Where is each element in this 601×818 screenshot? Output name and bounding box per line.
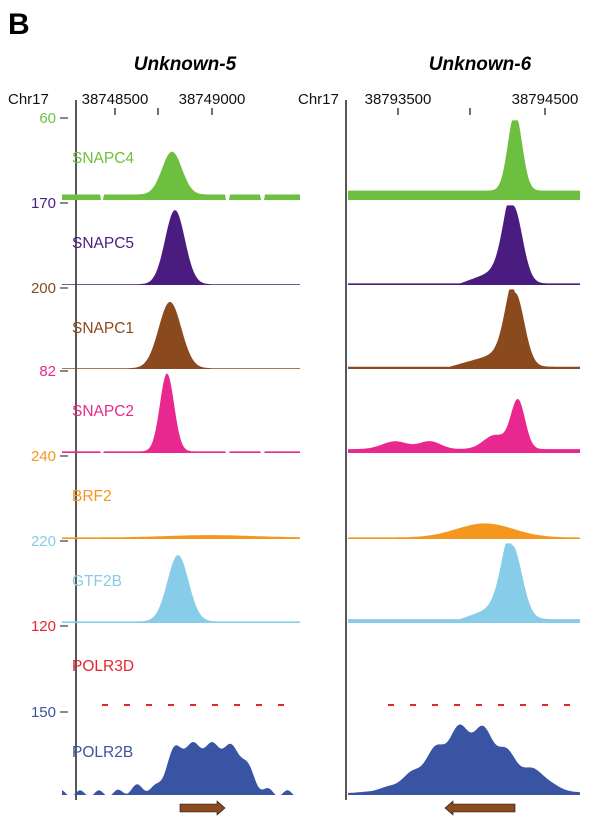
track-area: 60 SNAPC4 170 SNAPC5 200 SNAPC1 82 SNAPC2 240 BRF… [31,110,580,795]
signal-area [62,210,300,285]
track-polr2b: 150 POLR2B [31,704,580,795]
track-snapc2: 82 SNAPC2 [39,363,580,453]
track-snapc5: 170 SNAPC5 [31,195,580,285]
panel-title: Unknown-5 [134,54,237,75]
track-label: SNAPC2 [72,403,134,420]
panel-title: Unknown-6 [429,54,532,75]
track-label: POLR3D [72,658,134,675]
scale-label: 220 [31,533,56,550]
scale-label: 82 [39,363,56,380]
signal-area [62,535,300,539]
signal-area [348,205,580,285]
scale-label: 170 [31,195,56,212]
signal-area [62,555,300,623]
signal-area [62,742,300,795]
track-snapc1: 200 SNAPC1 [31,280,580,369]
signal-area [348,523,580,539]
signal-area [348,399,580,453]
track-label: SNAPC5 [72,235,134,252]
tick-label: 38748500 [82,91,149,108]
tick-label: 38794500 [512,91,579,108]
track-polr3d: 120 POLR3D [31,618,570,706]
tick-label: 38749000 [179,91,246,108]
gene-annotations [179,800,516,816]
signal-area [348,724,580,795]
track-snapc4: 60 SNAPC4 [39,110,580,200]
track-gtf2b: 220 GTF2B [31,533,580,623]
panel-label: B [8,8,30,41]
scale-label: 120 [31,618,56,635]
scale-label: 240 [31,448,56,465]
scale-label: 200 [31,280,56,297]
track-label: POLR2B [72,744,133,761]
tick-label: 38793500 [365,91,432,108]
scale-label: 60 [39,110,56,127]
chrom-label: Chr17 [8,91,49,108]
signal-area [62,151,300,200]
track-label: SNAPC1 [72,320,134,337]
scale-label: 150 [31,704,56,721]
signal-area [62,301,300,369]
signal-area [348,120,580,200]
track-label: BRF2 [72,488,112,505]
track-label: GTF2B [72,573,122,590]
track-brf2: 240 BRF2 [31,448,580,539]
track-label: SNAPC4 [72,150,134,167]
chrom-label: Chr17 [298,91,339,108]
panel-headers: Unknown-5 Chr17 38748500 38749000 Unknown-6 C… [8,54,578,800]
gene-arrow [179,800,226,816]
gene-arrow [444,800,516,816]
signal-area [348,289,580,369]
signal-area [348,543,580,623]
